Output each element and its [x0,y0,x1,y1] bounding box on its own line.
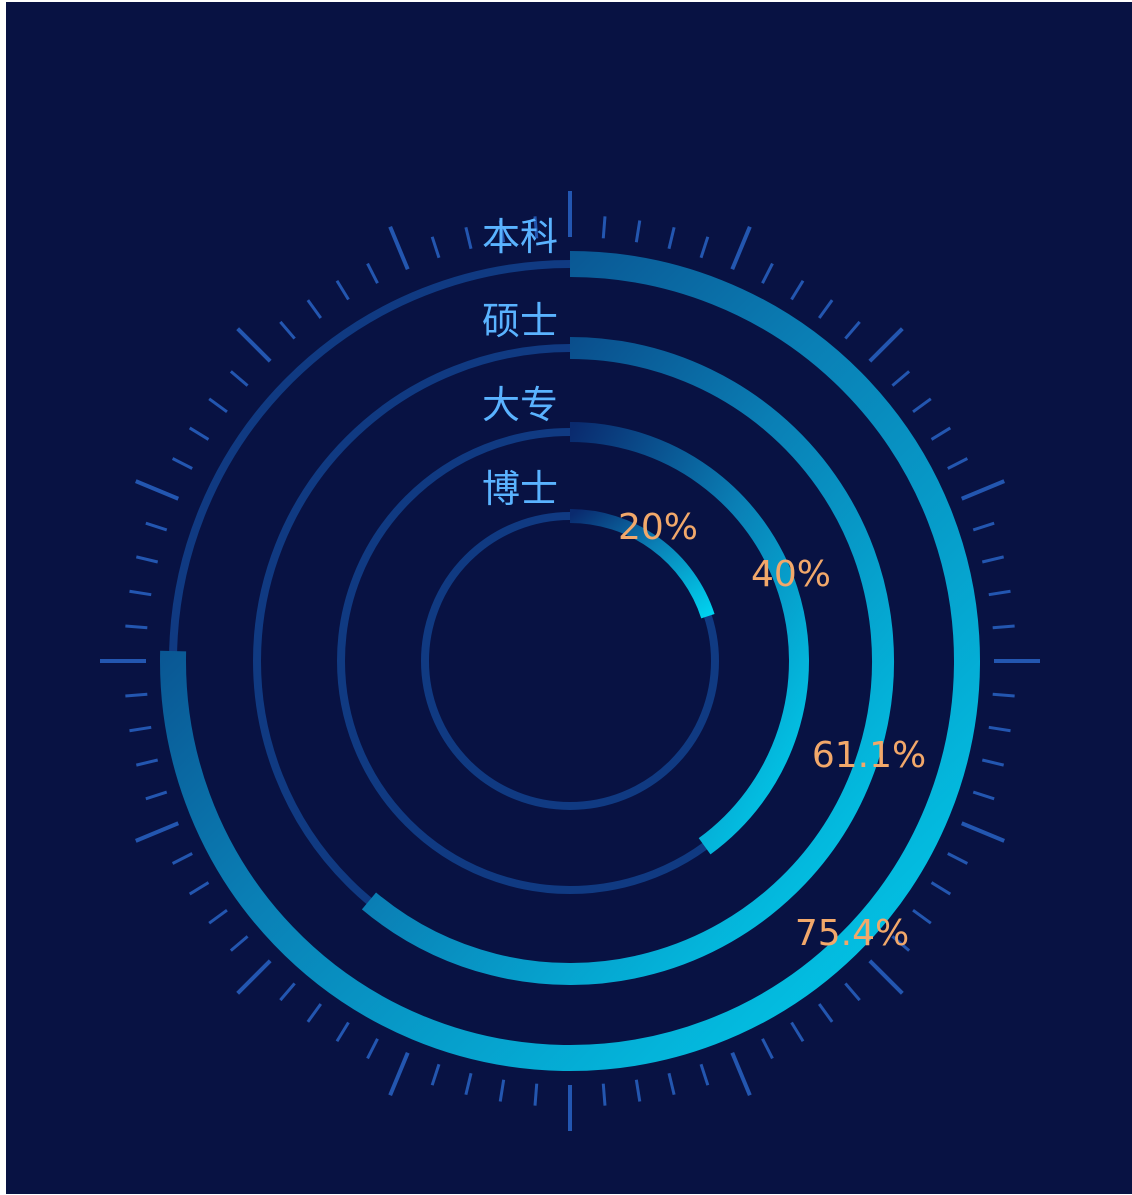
tick-mark [125,624,148,630]
ring-bar [569,509,715,619]
tick-mark [306,1003,322,1023]
tick-mark [761,262,774,284]
tick-mark [430,1063,441,1086]
tick-mark [135,758,159,767]
tick-mark [947,457,969,470]
tick-mark [366,262,379,284]
category-label: 博士 [482,467,558,511]
ring-bar [361,337,894,985]
tick-mark [891,935,911,952]
category-label: 硕士 [482,299,558,343]
tick-mark [960,479,1005,501]
value-label: 40% [751,554,831,595]
tick-mark [868,959,904,995]
tick-mark [129,725,152,733]
tick-mark [601,216,607,239]
tick-mark [930,881,952,896]
tick-mark [981,758,1005,767]
tick-mark [145,790,168,801]
tick-mark [135,555,159,564]
tick-mark [171,852,193,865]
tick-mark [960,821,1005,843]
tick-mark [667,1072,676,1096]
tick-mark [135,821,180,843]
tick-mark [533,1083,539,1106]
tick-mark [972,790,995,801]
tick-mark [279,320,296,340]
tick-mark [988,589,1011,597]
tick-mark [634,1079,642,1102]
value-label: 61.1% [812,735,926,776]
tick-mark [992,624,1015,630]
tick-mark [229,370,249,387]
tick-mark [533,216,539,239]
tick-mark [818,1003,834,1023]
tick-mark [188,881,210,896]
tick-mark [992,692,1015,698]
tick-mark [188,426,210,441]
tick-mark [699,236,710,259]
tick-mark [844,320,861,340]
tick-mark [388,226,410,271]
tick-mark [171,457,193,470]
tick-mark [790,1021,805,1043]
tick-mark [388,1051,410,1096]
ring-bars [160,251,980,1071]
tick-mark [891,370,911,387]
tick-mark [464,1072,473,1096]
ring-bar [160,251,980,1071]
tick-mark [972,521,995,532]
tick-mark [208,397,228,413]
tick-mark [601,1083,607,1106]
tick-mark [279,982,296,1002]
tick-mark [366,1038,379,1060]
value-label: 20% [618,507,698,548]
tick-mark [236,327,272,363]
tick-mark [498,220,506,243]
tick-mark [634,220,642,243]
ring-bar [569,422,809,855]
tick-ring [100,191,1040,1131]
tick-mark [335,279,350,301]
tick-mark [236,959,272,995]
category-label: 大专 [482,383,558,427]
tick-mark [912,909,932,925]
tick-mark [947,852,969,865]
tick-mark [761,1038,774,1060]
tick-mark [912,397,932,413]
tick-mark [498,1079,506,1102]
tick-mark [730,226,752,271]
tick-mark [818,299,834,319]
tick-mark [981,555,1005,564]
tick-mark [868,327,904,363]
category-label: 本科 [482,215,558,259]
tick-mark [930,426,952,441]
tick-mark [135,479,180,501]
tick-mark [306,299,322,319]
tick-mark [988,725,1011,733]
tick-mark [145,521,168,532]
tick-mark [844,982,861,1002]
tick-mark [229,935,249,952]
value-label: 75.4% [795,913,909,954]
tick-mark [125,692,148,698]
tick-mark [129,589,152,597]
tick-mark [730,1051,752,1096]
tick-mark [699,1063,710,1086]
tick-mark [667,226,676,250]
ring-labels: 本科 75.4% 硕士 61.1% 大专 40% 博士 20% [482,215,926,954]
tick-mark [790,279,805,301]
tick-mark [430,236,441,259]
tick-mark [208,909,228,925]
tick-mark [335,1021,350,1043]
tick-mark [464,226,473,250]
